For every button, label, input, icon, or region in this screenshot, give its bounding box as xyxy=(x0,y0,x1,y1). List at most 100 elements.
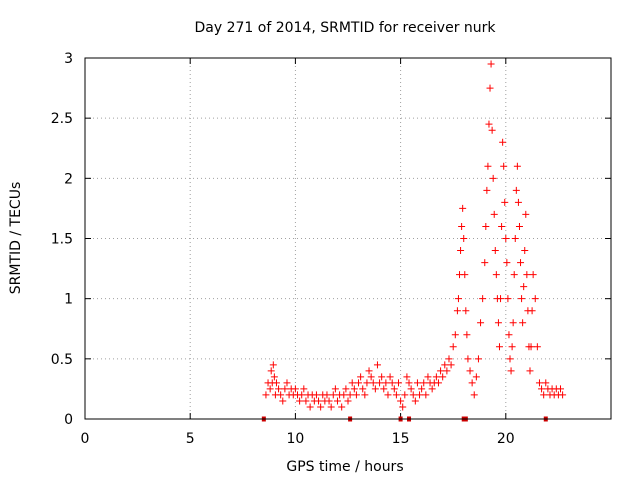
data-point xyxy=(300,385,308,393)
data-point xyxy=(390,385,398,393)
data-points xyxy=(262,60,567,411)
data-point xyxy=(380,385,388,393)
x-tick-label: 15 xyxy=(392,431,410,447)
x-tick-label: 5 xyxy=(186,431,195,447)
data-point xyxy=(432,373,440,381)
data-point xyxy=(392,391,400,399)
data-point xyxy=(519,319,527,327)
data-point xyxy=(344,397,352,405)
data-point xyxy=(502,235,510,242)
data-point xyxy=(275,385,283,393)
data-point xyxy=(384,391,392,399)
data-point xyxy=(559,391,567,399)
data-point xyxy=(405,379,413,387)
data-point xyxy=(352,391,360,399)
grid xyxy=(85,58,611,419)
data-point xyxy=(508,343,516,351)
data-point xyxy=(376,379,384,387)
data-point xyxy=(272,379,280,387)
data-point xyxy=(340,391,348,399)
data-point xyxy=(283,379,291,387)
data-point xyxy=(459,204,467,212)
data-point xyxy=(348,379,356,387)
data-point xyxy=(489,174,497,182)
data-point xyxy=(462,307,470,315)
data-point xyxy=(386,373,394,381)
data-point xyxy=(413,379,421,387)
y-tick-label: 2.5 xyxy=(51,111,73,127)
data-point xyxy=(492,271,500,279)
data-point xyxy=(350,385,358,393)
y-tick-label: 2 xyxy=(64,171,73,187)
data-point xyxy=(346,391,354,399)
data-point xyxy=(468,379,476,387)
data-point xyxy=(472,373,480,381)
data-point xyxy=(483,186,491,194)
data-point xyxy=(428,385,436,393)
data-point xyxy=(296,397,304,405)
y-tick-label: 0 xyxy=(64,412,73,428)
data-point xyxy=(479,295,487,303)
x-tick-label: 10 xyxy=(286,431,304,447)
chart-title: Day 271 of 2014, SRMTID for receiver nur… xyxy=(194,20,496,36)
data-point xyxy=(511,235,519,242)
data-point xyxy=(434,379,442,387)
data-point xyxy=(422,391,430,399)
data-point xyxy=(266,385,274,393)
data-point xyxy=(542,379,550,387)
data-point xyxy=(388,379,396,387)
data-point xyxy=(522,210,530,218)
data-point xyxy=(521,247,529,255)
data-point xyxy=(470,391,478,399)
data-point xyxy=(338,403,346,411)
data-point xyxy=(510,271,518,279)
data-point xyxy=(458,222,466,230)
data-point xyxy=(494,319,502,327)
data-point xyxy=(367,373,375,381)
data-point xyxy=(269,361,277,369)
data-point xyxy=(373,361,381,369)
data-point xyxy=(449,343,457,351)
data-point xyxy=(527,343,535,351)
data-point xyxy=(441,361,449,369)
data-point xyxy=(378,373,386,381)
data-point xyxy=(533,343,541,351)
data-point xyxy=(399,403,407,411)
ticks: 0 5 10 15 20 0 0.5 1 1.5 2 2.5 3 xyxy=(51,51,611,447)
data-point xyxy=(523,271,531,279)
data-point xyxy=(506,355,514,363)
data-point xyxy=(520,283,528,291)
data-point xyxy=(312,391,320,399)
y-tick-label: 1 xyxy=(64,292,73,308)
data-point xyxy=(497,295,505,303)
x-tick-label: 0 xyxy=(81,431,90,447)
data-point xyxy=(306,403,314,411)
data-point xyxy=(517,259,525,267)
data-point xyxy=(526,367,534,375)
data-point xyxy=(411,397,419,405)
data-point xyxy=(538,385,546,393)
data-point xyxy=(513,162,521,170)
data-point xyxy=(531,295,539,303)
data-point xyxy=(302,397,310,405)
data-point xyxy=(540,391,548,399)
data-point xyxy=(504,295,512,303)
data-point xyxy=(509,319,517,327)
data-point xyxy=(317,403,325,411)
data-point xyxy=(291,385,299,393)
data-point xyxy=(557,385,565,393)
data-point xyxy=(327,403,335,411)
data-point xyxy=(424,373,432,381)
data-point xyxy=(355,379,363,387)
data-point xyxy=(474,355,482,363)
data-point xyxy=(447,361,455,369)
data-point xyxy=(453,307,461,315)
data-point xyxy=(357,373,365,381)
data-point xyxy=(487,60,495,68)
data-point xyxy=(359,385,367,393)
data-point xyxy=(418,385,426,393)
data-point xyxy=(488,126,496,134)
data-point xyxy=(371,385,379,393)
data-point xyxy=(491,247,499,255)
